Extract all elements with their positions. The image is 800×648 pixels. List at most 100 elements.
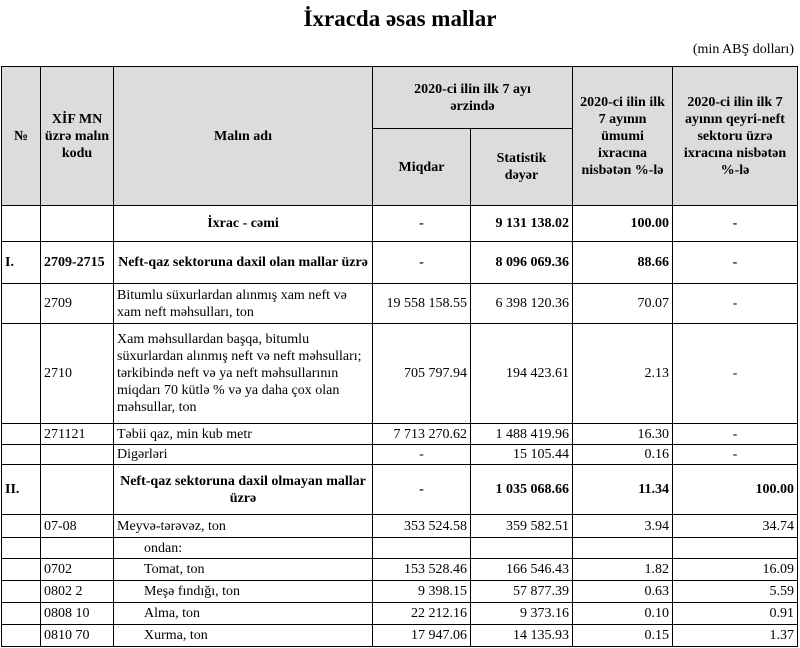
table-row: 2710 Xam məhsullardan başqa, bitumlu süxu…	[1, 323, 798, 424]
table-row: 0808 10 Alma, ton 22 212.16 9 373.16 0.10 0.9…	[1, 602, 798, 625]
row-value	[470, 537, 573, 559]
row-code: 2709	[40, 283, 114, 324]
row-share-total: 0.10	[572, 602, 673, 625]
row-code: 2709-2715	[40, 241, 114, 284]
row-quantity: 17 947.06	[372, 624, 471, 647]
row-code: 271121	[40, 423, 114, 445]
row-number: I.	[1, 241, 41, 284]
row-quantity: 22 212.16	[372, 602, 471, 625]
row-value: 359 582.51	[470, 514, 573, 538]
row-share-total: 16.30	[572, 423, 673, 445]
row-number	[1, 283, 41, 324]
exports-table: № XİF MN üzrə malın kodu Malın adı 2020-…	[1, 66, 798, 647]
row-share-nonoil: -	[672, 444, 798, 465]
row-name: Bitumlu süxurlardan alınmış xam neft və …	[113, 283, 373, 324]
header-share-total: 2020-ci ilin ilk 7 ayının ümumi ixracına…	[572, 66, 673, 206]
row-number	[1, 624, 41, 647]
row-name: Təbii qaz, min kub metr	[113, 423, 373, 445]
row-name: ondan:	[113, 537, 373, 559]
table-row: 0810 70 Xurma, ton 17 947.06 14 135.93 0.15 1…	[1, 624, 798, 647]
row-share-total: 11.34	[572, 464, 673, 515]
row-share-total: 2.13	[572, 323, 673, 424]
row-code: 2710	[40, 323, 114, 424]
table-row: 0802 2 Meşə fındığı, ton 9 398.15 57 877.39…	[1, 580, 798, 603]
row-share-nonoil	[672, 537, 798, 559]
row-share-total: 0.63	[572, 580, 673, 603]
row-code: 0808 10	[40, 602, 114, 625]
row-code	[40, 537, 114, 559]
row-name: Digərləri	[113, 444, 373, 465]
row-quantity: -	[372, 464, 471, 515]
row-share-nonoil: 100.00	[672, 464, 798, 515]
table-row: İxrac - cəmi -9 131 138.02 100.00-	[1, 205, 798, 242]
row-value: 1 488 419.96	[470, 423, 573, 445]
row-name: İxrac - cəmi	[113, 205, 373, 242]
page-title: İxracda əsas mallar	[303, 6, 497, 31]
row-code: 07-08	[40, 514, 114, 538]
table-row: 07-08 Meyvə-tərəvəz, ton 353 524.58 359 582…	[1, 514, 798, 538]
unit-label: (min ABŞ dolları)	[692, 42, 794, 57]
row-code	[40, 464, 114, 515]
row-name: Tomat, ton	[113, 558, 373, 581]
row-code: 0810 70	[40, 624, 114, 647]
row-value: 57 877.39	[470, 580, 573, 603]
row-number	[1, 602, 41, 625]
row-number	[1, 423, 41, 445]
table-row: II. Neft-qaz sektoruna daxil olmayan mall…	[1, 464, 798, 515]
row-value: 1 035 068.66	[470, 464, 573, 515]
row-share-nonoil: -	[672, 423, 798, 445]
row-number	[1, 205, 41, 242]
header-share-nonoil: 2020-ci ilin ilk 7 ayının qeyri-neft sek…	[672, 66, 798, 206]
row-code	[40, 205, 114, 242]
row-name: Meyvə-tərəvəz, ton	[113, 514, 373, 538]
row-share-nonoil: 16.09	[672, 558, 798, 581]
row-share-total	[572, 537, 673, 559]
row-share-total: 0.15	[572, 624, 673, 647]
row-name: Neft-qaz sektoruna daxil olmayan mallar …	[113, 464, 373, 515]
header-value: Statistik dəyər	[470, 128, 573, 206]
row-share-nonoil: -	[672, 283, 798, 324]
row-quantity: 153 528.46	[372, 558, 471, 581]
row-share-total: 100.00	[572, 205, 673, 242]
header-period: 2020-ci ilin ilk 7 ayı ərzində	[372, 66, 573, 129]
row-number	[1, 537, 41, 559]
table-row: 2709 Bitumlu süxurlardan alınmış xam neft…	[1, 283, 798, 324]
header-code: XİF MN üzrə malın kodu	[40, 66, 114, 206]
row-share-nonoil: -	[672, 241, 798, 284]
row-share-total: 1.82	[572, 558, 673, 581]
header-no: №	[1, 66, 41, 206]
row-number	[1, 514, 41, 538]
row-value: 9 373.16	[470, 602, 573, 625]
row-code: 0802 2	[40, 580, 114, 603]
row-share-nonoil: 1.37	[672, 624, 798, 647]
row-value: 8 096 069.36	[470, 241, 573, 284]
row-number	[1, 558, 41, 581]
row-value: 6 398 120.36	[470, 283, 573, 324]
row-share-nonoil: -	[672, 323, 798, 424]
row-quantity: 7 713 270.62	[372, 423, 471, 445]
table-row: 0702 Tomat, ton 153 528.46 166 546.43 1.82 16…	[1, 558, 798, 581]
row-quantity: 353 524.58	[372, 514, 471, 538]
row-value: 14 135.93	[470, 624, 573, 647]
row-quantity: -	[372, 444, 471, 465]
row-name: Meşə fındığı, ton	[113, 580, 373, 603]
table-row: I. 2709-2715 Neft-qaz sektoruna daxil olan…	[1, 241, 798, 284]
row-quantity: 19 558 158.55	[372, 283, 471, 324]
header-quantity: Miqdar	[372, 128, 471, 206]
row-share-nonoil: 0.91	[672, 602, 798, 625]
table-row: ondan:	[1, 537, 798, 559]
row-code	[40, 444, 114, 465]
row-share-nonoil: 5.59	[672, 580, 798, 603]
row-share-total: 88.66	[572, 241, 673, 284]
row-share-total: 70.07	[572, 283, 673, 324]
row-share-total: 3.94	[572, 514, 673, 538]
row-code: 0702	[40, 558, 114, 581]
table-row: 271121 Təbii qaz, min kub metr 7 713 270.6…	[1, 423, 798, 445]
row-value: 166 546.43	[470, 558, 573, 581]
row-quantity	[372, 537, 471, 559]
row-number: II.	[1, 464, 41, 515]
row-name: Neft-qaz sektoruna daxil olan mallar üzr…	[113, 241, 373, 284]
table-row: Digərləri -15 105.44 0.16-	[1, 444, 798, 465]
row-quantity: -	[372, 241, 471, 284]
row-value: 194 423.61	[470, 323, 573, 424]
